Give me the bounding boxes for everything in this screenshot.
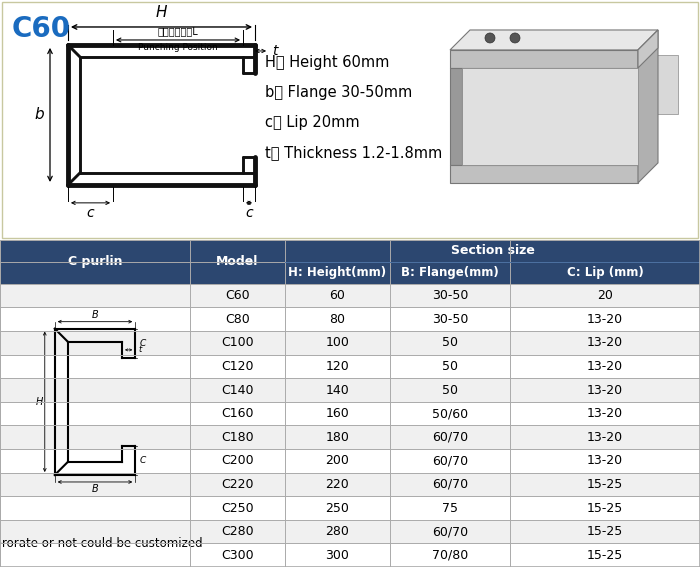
- Text: C220: C220: [221, 478, 253, 491]
- Bar: [0, 520, 700, 543]
- Text: 60/70: 60/70: [432, 431, 468, 444]
- Text: 80: 80: [330, 313, 346, 325]
- Text: C60: C60: [12, 15, 71, 43]
- Text: c: c: [245, 206, 253, 220]
- Text: H: Height(mm): H: Height(mm): [288, 266, 386, 280]
- Text: 180: 180: [326, 431, 349, 444]
- Text: 15-25: 15-25: [587, 478, 623, 491]
- Text: B: Flange(mm): B: Flange(mm): [401, 266, 499, 280]
- Text: C200: C200: [221, 454, 254, 467]
- Bar: [0, 378, 700, 402]
- Text: c: c: [87, 206, 94, 220]
- Text: C280: C280: [221, 525, 254, 538]
- Polygon shape: [638, 30, 658, 68]
- Text: 140: 140: [326, 383, 349, 396]
- Polygon shape: [450, 165, 638, 183]
- Text: 75: 75: [442, 501, 458, 514]
- Text: H: H: [36, 397, 43, 407]
- Text: B: B: [92, 310, 99, 320]
- Text: t: t: [138, 345, 141, 354]
- Bar: [0, 402, 700, 425]
- Text: 13-20: 13-20: [587, 454, 623, 467]
- Text: c： Lip 20mm: c： Lip 20mm: [265, 115, 360, 130]
- Bar: [0, 354, 700, 378]
- Text: 冲孔位置尺寸L: 冲孔位置尺寸L: [158, 26, 198, 36]
- Circle shape: [485, 33, 495, 43]
- Text: Model: Model: [216, 255, 259, 268]
- Text: 50/60: 50/60: [432, 407, 468, 420]
- Text: C300: C300: [221, 549, 254, 562]
- Text: 20: 20: [597, 289, 613, 302]
- Bar: [0, 284, 700, 307]
- Text: 200: 200: [326, 454, 349, 467]
- Text: 13-20: 13-20: [587, 336, 623, 349]
- Text: C purlin: C purlin: [68, 255, 122, 268]
- Polygon shape: [638, 30, 658, 183]
- Polygon shape: [450, 30, 658, 50]
- Text: t: t: [272, 44, 277, 58]
- Bar: [0, 240, 700, 284]
- Bar: [0, 449, 700, 473]
- Text: 15-25: 15-25: [587, 525, 623, 538]
- Text: 60/70: 60/70: [432, 454, 468, 467]
- Text: 250: 250: [326, 501, 349, 514]
- Text: 50: 50: [442, 336, 458, 349]
- Text: C140: C140: [221, 383, 253, 396]
- Text: 120: 120: [326, 360, 349, 373]
- Bar: [0, 496, 700, 520]
- Text: C60: C60: [225, 289, 250, 302]
- Text: 50: 50: [442, 383, 458, 396]
- Text: H： Height 60mm: H： Height 60mm: [265, 55, 389, 70]
- Bar: [0, 473, 700, 496]
- Text: 30-50: 30-50: [432, 289, 468, 302]
- Text: C80: C80: [225, 313, 250, 325]
- Polygon shape: [450, 68, 462, 165]
- Text: 15-25: 15-25: [587, 501, 623, 514]
- Text: 70/80: 70/80: [432, 549, 468, 562]
- Text: C180: C180: [221, 431, 254, 444]
- Bar: [0, 331, 700, 354]
- Text: 13-20: 13-20: [587, 383, 623, 396]
- Text: 15-25: 15-25: [587, 549, 623, 562]
- Bar: [0, 425, 700, 449]
- Text: C160: C160: [221, 407, 253, 420]
- Text: 30-50: 30-50: [432, 313, 468, 325]
- Text: C: C: [139, 456, 146, 465]
- Text: 13-20: 13-20: [587, 431, 623, 444]
- Circle shape: [510, 33, 520, 43]
- Text: Punching Position: Punching Position: [138, 43, 218, 52]
- Text: 300: 300: [326, 549, 349, 562]
- Bar: [0, 307, 700, 331]
- Text: C120: C120: [221, 360, 253, 373]
- Text: 160: 160: [326, 407, 349, 420]
- Text: 220: 220: [326, 478, 349, 491]
- Text: Section size: Section size: [451, 244, 534, 257]
- Text: B: B: [92, 484, 99, 494]
- Text: 280: 280: [326, 525, 349, 538]
- Text: H: H: [155, 5, 167, 20]
- Text: C: C: [139, 339, 146, 348]
- Text: b： Flange 30-50mm: b： Flange 30-50mm: [265, 85, 412, 100]
- Text: 13-20: 13-20: [587, 360, 623, 373]
- Text: 50: 50: [442, 360, 458, 373]
- Text: C: Lip (mm): C: Lip (mm): [566, 266, 643, 280]
- Text: 13-20: 13-20: [587, 407, 623, 420]
- Text: b: b: [34, 107, 44, 122]
- Text: 60: 60: [330, 289, 345, 302]
- Text: 13-20: 13-20: [587, 313, 623, 325]
- Text: C250: C250: [221, 501, 254, 514]
- Text: 100: 100: [326, 336, 349, 349]
- Text: 60/70: 60/70: [432, 478, 468, 491]
- Text: C100: C100: [221, 336, 254, 349]
- Polygon shape: [450, 50, 638, 68]
- Text: Perorate or not could be customized: Perorate or not could be customized: [0, 537, 202, 550]
- Text: 60/70: 60/70: [432, 525, 468, 538]
- Bar: [0, 543, 700, 567]
- Text: t： Thickness 1.2-1.8mm: t： Thickness 1.2-1.8mm: [265, 145, 442, 160]
- Polygon shape: [462, 68, 638, 165]
- Polygon shape: [450, 55, 678, 113]
